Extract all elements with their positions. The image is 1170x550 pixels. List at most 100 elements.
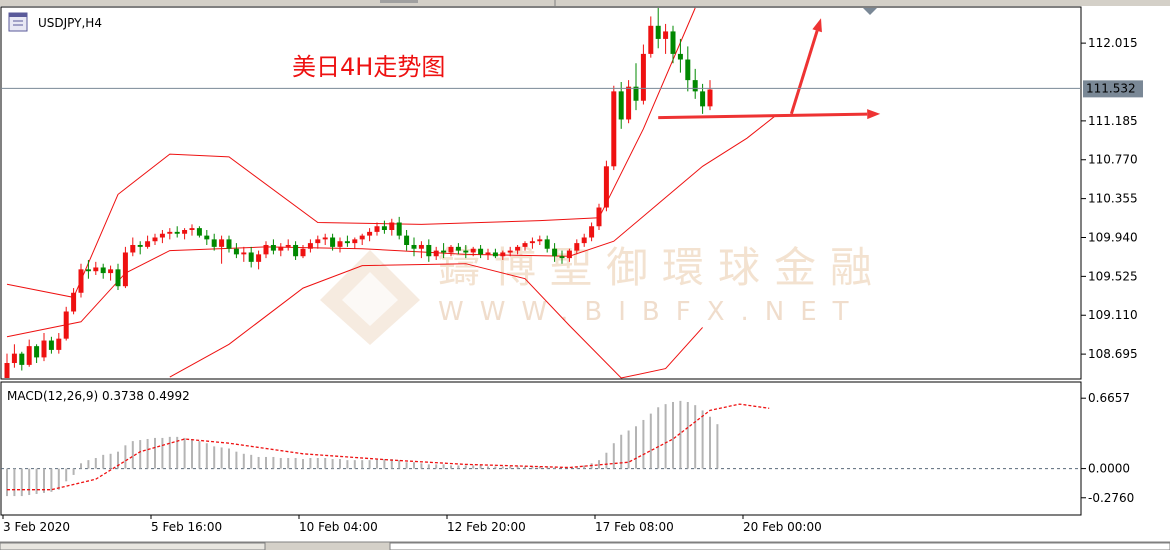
candle [470,246,476,257]
price-tick-label: 111.185 [1088,114,1138,128]
trend-arrow [789,18,822,115]
candle [26,339,32,367]
symbol-label: USDJPY,H4 [38,16,102,30]
candle [618,82,624,129]
macd-panel: MACD(12,26,9) 0.3738 0.4992 [0,381,1082,516]
candle [455,243,461,255]
candle [330,233,336,251]
candle [448,244,454,257]
watermark-en-text: WWW.BIBFX.NET [438,297,865,327]
trend-arrows [658,18,881,120]
candle [100,263,106,279]
candle [189,224,195,236]
macd-signal-line [7,403,770,491]
candle [396,216,402,240]
candle [226,235,232,253]
candle [219,235,225,264]
candle [211,233,217,251]
candle [344,235,350,247]
candle [78,263,84,298]
time-tick-label: 10 Feb 04:00 [299,520,378,534]
time-tick-label: 17 Feb 08:00 [595,520,674,534]
candle [478,244,484,259]
candle [300,244,306,259]
candle [537,235,543,245]
candle [670,25,676,64]
candle [522,241,528,251]
candle [204,230,210,245]
candle [418,241,424,259]
candle [374,222,380,236]
trend-arrow [658,109,881,120]
candle [640,44,646,105]
price-tick-label: 108.695 [1088,347,1138,361]
candle [85,259,91,279]
candle [433,246,439,260]
bottom-strip [0,541,1170,550]
candle [655,8,661,49]
candle [278,243,284,257]
price-tick-label: 109.940 [1088,230,1138,244]
candle [359,233,365,245]
candle [559,250,565,264]
price-tick-label: 109.110 [1088,308,1138,322]
candle [492,248,498,259]
candle [507,246,513,257]
candle [411,237,417,257]
watermark-cn-text: 鑄博聖御環球金融 [438,243,886,292]
current-price-tag: 111.532 [1083,80,1143,98]
candle [315,235,321,249]
candle [34,344,40,364]
candle [241,246,247,262]
candle [108,265,114,281]
candle [611,85,617,171]
candle [381,220,387,234]
watermark-logo-inner [342,272,398,326]
candle [48,336,54,354]
candle [581,233,587,247]
current-price-label: 111.532 [1086,81,1136,95]
candle [596,203,602,230]
candle [485,248,491,260]
candle [270,239,276,255]
candle [137,241,143,255]
candle [256,250,262,270]
candle [4,353,10,378]
candle [685,46,691,92]
price-tick-label: 109.525 [1088,269,1138,283]
candle [367,228,373,242]
candle [293,241,299,260]
candle [648,16,654,58]
candle [707,80,713,111]
candle [159,230,165,244]
candle [566,248,572,262]
top-strip [0,0,1170,6]
candle [122,246,128,289]
bollinger-upper [6,7,696,298]
bollinger-lower [169,263,703,379]
candle [263,241,269,259]
candle [692,68,698,99]
price-axis: 112.015 111.185 110.770 110.355 109.940 109.5… [1081,36,1138,361]
time-tick-label: 20 Feb 00:00 [743,520,822,534]
scroll-marker-icon [863,8,877,15]
candle [63,306,69,341]
candle [352,237,358,249]
price-tick-label: 110.770 [1088,153,1138,167]
price-tick-label: 110.355 [1088,192,1138,206]
candle [11,344,17,368]
candle [574,239,580,255]
candle [463,244,469,259]
macd-tick-label: -0.2760 [1088,491,1134,505]
time-tick-label: 3 Feb 2020 [3,520,70,534]
candle [626,80,632,124]
time-axis: 3 Feb 2020 5 Feb 16:00 10 Feb 04:00 12 Feb … [2,515,822,534]
candle [145,235,151,249]
candle [603,160,609,212]
candle [248,246,254,268]
main-panel: 鑄博聖御環球金融 WWW.BIBFX.NET USDJPY,H4 美日4H走势图 [0,6,1082,380]
candle [41,333,47,362]
macd-tick-label: 0.6657 [1088,391,1130,405]
candle [426,239,432,262]
